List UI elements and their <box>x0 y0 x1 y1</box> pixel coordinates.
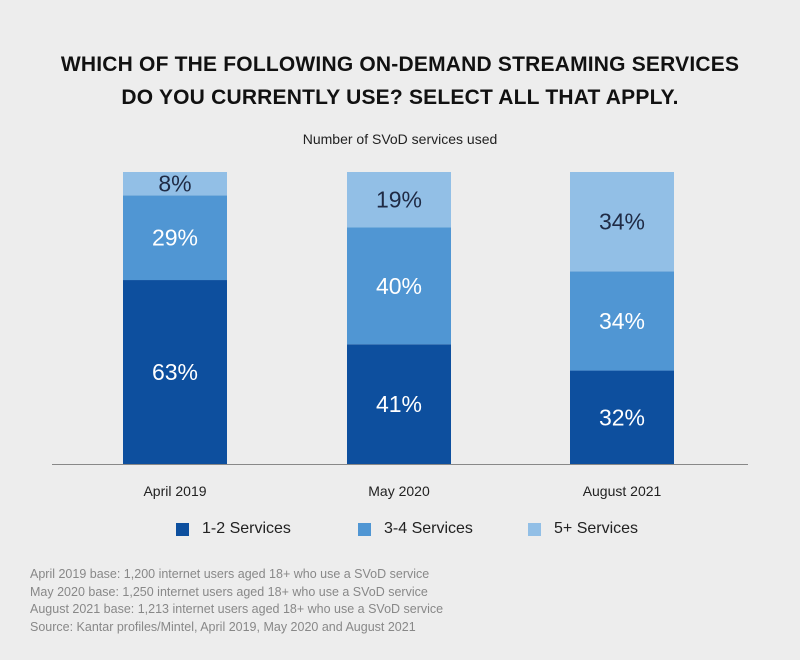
chart-notes: April 2019 base: 1,200 internet users ag… <box>30 566 443 636</box>
x-tick-label-april-2019: April 2019 <box>143 483 206 499</box>
chart-title-line-1: WHICH OF THE FOLLOWING ON-DEMAND STREAMI… <box>60 53 740 76</box>
data-label-may-2020-3-4-services: 40% <box>376 273 422 299</box>
bar-august-2021-5plus-services <box>570 172 674 272</box>
data-label-april-2019-5plus-services: 8% <box>158 171 191 197</box>
bar-may-2020-1-2-services <box>347 344 451 464</box>
note-source: Source: Kantar profiles/Mintel, April 20… <box>30 619 416 634</box>
chart-subtitle: Number of SVoD services used <box>302 131 498 147</box>
legend-item-5plus-services: 5+ Services <box>528 520 638 538</box>
bar-may-2020-3-4-services <box>347 227 451 345</box>
legend-item-1-2-services: 1-2 Services <box>176 520 291 538</box>
legend-label-5plus-services: 5+ Services <box>554 520 639 537</box>
note-august-2021-base: August 2021 base: 1,213 internet users a… <box>30 602 444 616</box>
data-label-april-2019-1-2-services: 63% <box>152 359 198 385</box>
x-tick-label-may-2020: May 2020 <box>368 483 430 499</box>
bar-april-2019-5plus-services <box>123 172 227 196</box>
bar-april-2019-1-2-services <box>123 280 227 464</box>
data-label-april-2019-3-4-services: 29% <box>152 225 198 251</box>
legend-label-3-4-services: 3-4 Services <box>384 520 473 537</box>
data-label-may-2020-5plus-services: 19% <box>376 187 422 213</box>
bar-may-2020-5plus-services <box>347 172 451 228</box>
bar-august-2021-3-4-services <box>570 271 674 371</box>
data-label-august-2021-3-4-services: 34% <box>599 308 645 334</box>
note-may-2020-base: May 2020 base: 1,250 internet users aged… <box>30 584 428 599</box>
legend-label-1-2-services: 1-2 Services <box>202 520 291 537</box>
chart-title: WHICH OF THE FOLLOWING ON-DEMAND STREAMI… <box>0 48 800 114</box>
bar-april-2019-3-4-services <box>123 195 227 281</box>
data-label-august-2021-1-2-services: 32% <box>599 404 645 430</box>
note-april-2019-base: April 2019 base: 1,200 internet users ag… <box>30 567 430 581</box>
legend-item-3-4-services: 3-4 Services <box>358 520 473 538</box>
x-tick-label-august-2021: August 2021 <box>583 483 662 499</box>
data-label-may-2020-1-2-services: 41% <box>376 391 422 417</box>
legend-swatch-1-2-services <box>176 522 189 536</box>
legend-swatch-5plus-services <box>528 522 541 536</box>
chart-title-line-2: DO YOU CURRENTLY USE? SELECT ALL THAT AP… <box>121 86 679 109</box>
chart-legend: 1-2 Services 3-4 Services 5+ Services <box>0 520 800 542</box>
legend-swatch-3-4-services <box>358 522 371 536</box>
bar-august-2021-1-2-services <box>570 370 674 464</box>
data-label-august-2021-5plus-services: 34% <box>599 209 645 235</box>
